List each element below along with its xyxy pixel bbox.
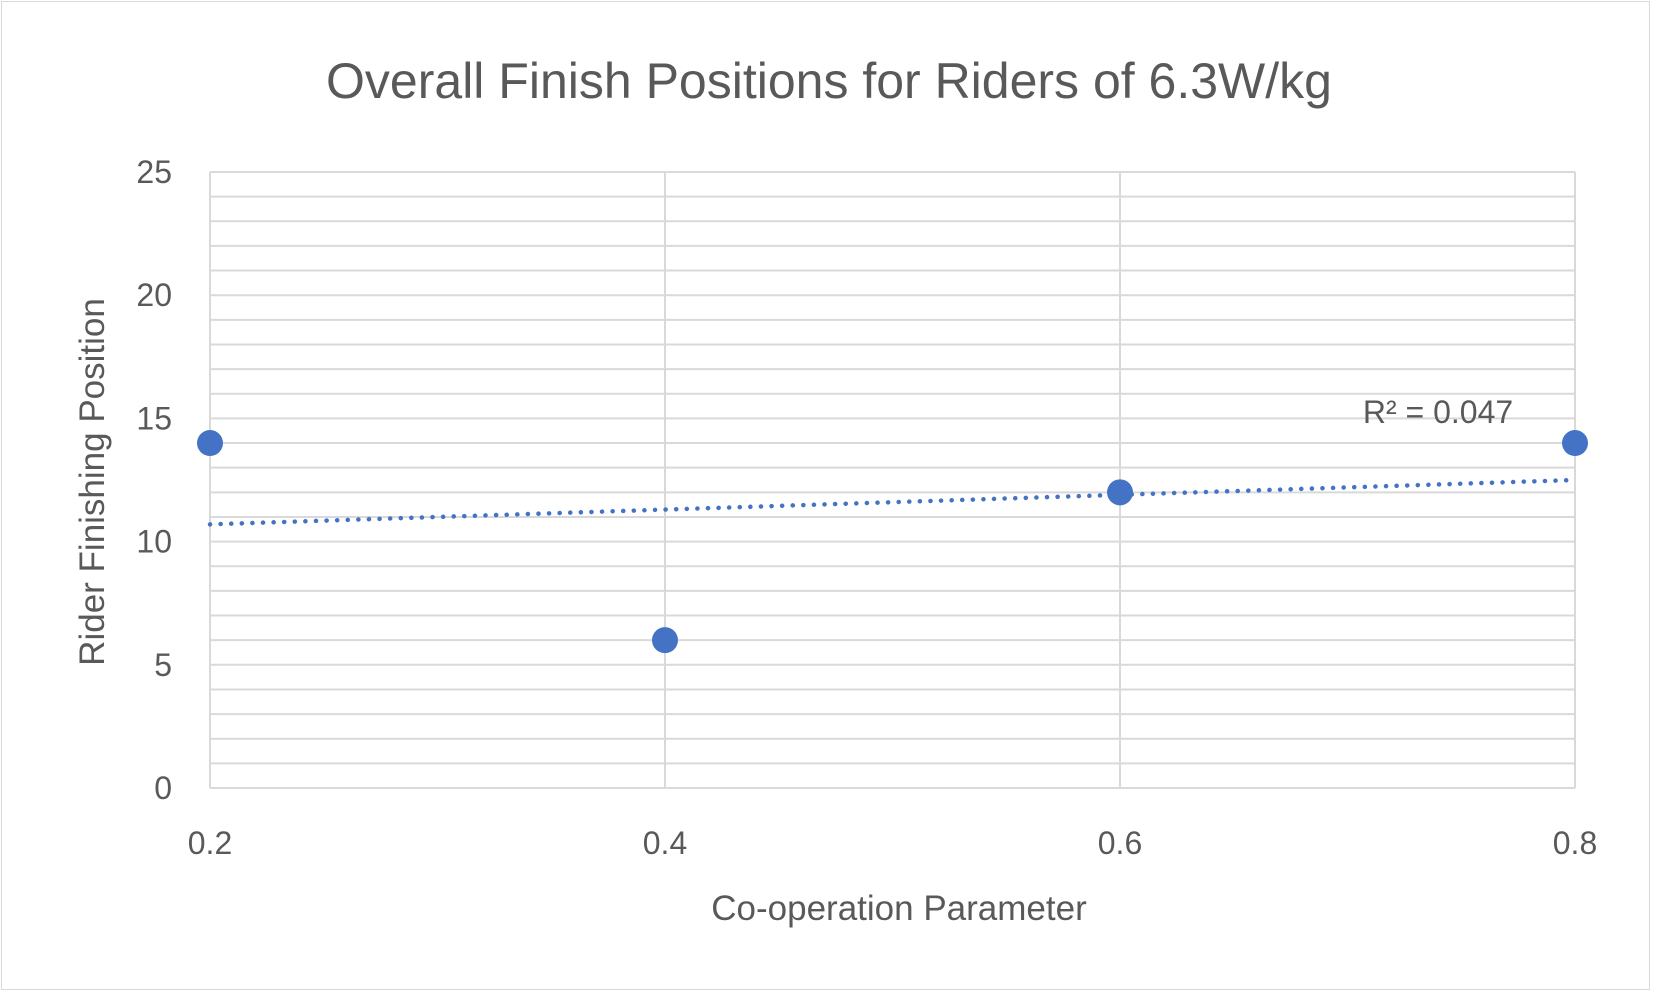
chart-title: Overall Finish Positions for Riders of 6… bbox=[326, 53, 1332, 109]
y-tick-label: 25 bbox=[136, 154, 172, 190]
x-axis-ticks: 0.2 0.4 0.6 0.8 bbox=[188, 825, 1597, 861]
y-tick-label: 5 bbox=[154, 647, 172, 683]
x-tick-label: 0.6 bbox=[1098, 825, 1142, 861]
data-point bbox=[1107, 479, 1133, 506]
x-tick-label: 0.8 bbox=[1553, 825, 1597, 861]
y-tick-label: 20 bbox=[136, 277, 172, 313]
data-point bbox=[1562, 430, 1588, 457]
data-point bbox=[197, 430, 223, 457]
r-squared-label: R² = 0.047 bbox=[1363, 394, 1513, 430]
x-axis-title: Co-operation Parameter bbox=[711, 889, 1087, 928]
data-points bbox=[197, 430, 1588, 654]
y-tick-label: 0 bbox=[154, 770, 172, 806]
x-tick-label: 0.2 bbox=[188, 825, 232, 861]
data-point bbox=[652, 627, 678, 654]
y-axis-title: Rider Finishing Position bbox=[73, 298, 112, 666]
y-tick-label: 15 bbox=[136, 400, 172, 436]
y-axis-ticks: 0 5 10 15 20 25 bbox=[136, 154, 172, 806]
y-tick-label: 10 bbox=[136, 524, 172, 560]
x-tick-label: 0.4 bbox=[643, 825, 687, 861]
grid-lines bbox=[209, 171, 1576, 789]
